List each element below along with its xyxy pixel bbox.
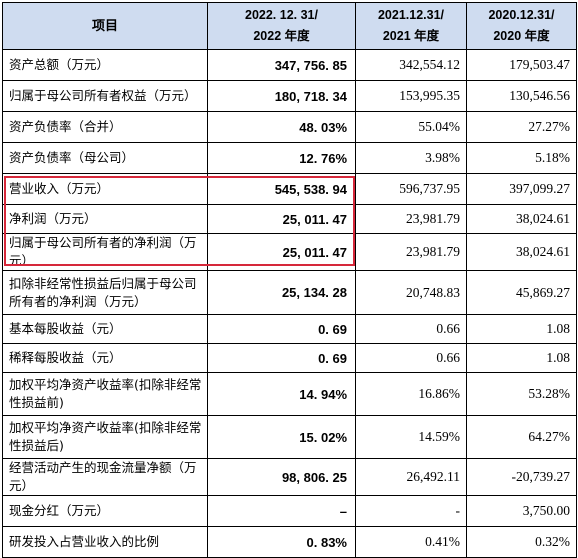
cell-2020: 397,099.27 — [466, 173, 577, 205]
cell-2022: 98, 806. 25 — [207, 458, 356, 496]
table-row: 资产总额（万元） 347, 756. 85 342,554.12 179,503… — [2, 49, 577, 81]
header-2020: 2020.12.31/ 2020 年度 — [466, 2, 577, 50]
table-row: 经营活动产生的现金流量净额（万元） 98, 806. 25 26,492.11 … — [2, 458, 577, 496]
row-label: 现金分红（万元） — [2, 495, 208, 527]
cell-2020: 53.28% — [466, 372, 577, 416]
cell-2022: 180, 718. 34 — [207, 80, 356, 112]
cell-2020: 1.08 — [466, 343, 577, 373]
table-row: 资产负债率（母公司） 12. 76% 3.98% 5.18% — [2, 142, 577, 174]
table-row: 归属于母公司所有者的净利润（万元） 25, 011. 47 23,981.79 … — [2, 233, 577, 271]
header-2020-year: 2020 年度 — [493, 29, 550, 43]
cell-2021: 55.04% — [355, 111, 467, 143]
cell-2022: 25, 011. 47 — [207, 204, 356, 234]
header-2022-date: 2022. 12. 31/ — [245, 8, 318, 22]
row-label: 资产负债率（合并） — [2, 111, 208, 143]
cell-2021: 3.98% — [355, 142, 467, 174]
cell-2020: 130,546.56 — [466, 80, 577, 112]
table-row: 加权平均净资产收益率(扣除非经常性损益后) 15. 02% 14.59% 64.… — [2, 415, 577, 459]
cell-2022: 48. 03% — [207, 111, 356, 143]
cell-2020: 38,024.61 — [466, 204, 577, 234]
row-label: 净利润（万元） — [2, 204, 208, 234]
cell-2020: 1.08 — [466, 314, 577, 344]
row-label: 稀释每股收益（元） — [2, 343, 208, 373]
table-row: 资产负债率（合并） 48. 03% 55.04% 27.27% — [2, 111, 577, 143]
header-2022-year: 2022 年度 — [253, 29, 310, 43]
cell-2021: 0.66 — [355, 343, 467, 373]
cell-2021: 0.66 — [355, 314, 467, 344]
table-row: 扣除非经常性损益后归属于母公司所有者的净利润（万元） 25, 134. 28 2… — [2, 270, 577, 315]
header-2021: 2021.12.31/ 2021 年度 — [355, 2, 467, 50]
row-label: 资产总额（万元） — [2, 49, 208, 81]
header-2022: 2022. 12. 31/ 2022 年度 — [207, 2, 356, 50]
row-label: 营业收入（万元） — [2, 173, 208, 205]
cell-2021: 26,492.11 — [355, 458, 467, 496]
cell-2022: 0. 69 — [207, 314, 356, 344]
row-label: 归属于母公司所有者的净利润（万元） — [2, 233, 208, 271]
header-2021-year: 2021 年度 — [382, 29, 440, 43]
table-row: 现金分红（万元） – - 3,750.00 — [2, 495, 577, 527]
cell-2021: 23,981.79 — [355, 204, 467, 234]
cell-2020: 5.18% — [466, 142, 577, 174]
table-row: 净利润（万元） 25, 011. 47 23,981.79 38,024.61 — [2, 204, 577, 234]
row-label: 经营活动产生的现金流量净额（万元） — [2, 458, 208, 496]
cell-2021: 23,981.79 — [355, 233, 467, 271]
cell-2021: 153,995.35 — [355, 80, 467, 112]
table-row: 研发投入占营业收入的比例 0. 83% 0.41% 0.32% — [2, 526, 577, 558]
row-label: 加权平均净资产收益率(扣除非经常性损益后) — [2, 415, 208, 459]
cell-2022: 0. 69 — [207, 343, 356, 373]
table-header-row: 项目 2022. 12. 31/ 2022 年度 2021.12.31/ 202… — [2, 2, 577, 50]
cell-2021: 342,554.12 — [355, 49, 467, 81]
table-row: 归属于母公司所有者权益（万元） 180, 718. 34 153,995.35 … — [2, 80, 577, 112]
row-label: 归属于母公司所有者权益（万元） — [2, 80, 208, 112]
row-label: 基本每股收益（元） — [2, 314, 208, 344]
cell-2022: 15. 02% — [207, 415, 356, 459]
cell-2022: 12. 76% — [207, 142, 356, 174]
cell-2020: 27.27% — [466, 111, 577, 143]
cell-2020: 3,750.00 — [466, 495, 577, 527]
cell-2021: 20,748.83 — [355, 270, 467, 315]
cell-2020: 64.27% — [466, 415, 577, 459]
cell-2022: – — [207, 495, 356, 527]
table-row: 基本每股收益（元） 0. 69 0.66 1.08 — [2, 314, 577, 344]
header-2020-date: 2020.12.31/ — [488, 8, 555, 22]
cell-2021: 596,737.95 — [355, 173, 467, 205]
table-row: 加权平均净资产收益率(扣除非经常性损益前) 14. 94% 16.86% 53.… — [2, 372, 577, 416]
cell-2022: 25, 011. 47 — [207, 233, 356, 271]
header-2021-date: 2021.12.31/ — [377, 8, 445, 22]
cell-2022: 347, 756. 85 — [207, 49, 356, 81]
cell-2021: 14.59% — [355, 415, 467, 459]
table-row: 稀释每股收益（元） 0. 69 0.66 1.08 — [2, 343, 577, 373]
row-label: 加权平均净资产收益率(扣除非经常性损益前) — [2, 372, 208, 416]
cell-2021: 16.86% — [355, 372, 467, 416]
cell-2020: 38,024.61 — [466, 233, 577, 271]
row-label: 资产负债率（母公司） — [2, 142, 208, 174]
cell-2020: 0.32% — [466, 526, 577, 558]
cell-2020: 179,503.47 — [466, 49, 577, 81]
table-row: 营业收入（万元） 545, 538. 94 596,737.95 397,099… — [2, 173, 577, 205]
cell-2020: -20,739.27 — [466, 458, 577, 496]
header-item: 项目 — [2, 2, 208, 50]
cell-2022: 14. 94% — [207, 372, 356, 416]
row-label: 研发投入占营业收入的比例 — [2, 526, 208, 558]
cell-2021: - — [355, 495, 467, 527]
cell-2022: 0. 83% — [207, 526, 356, 558]
cell-2022: 545, 538. 94 — [207, 173, 356, 205]
row-label: 扣除非经常性损益后归属于母公司所有者的净利润（万元） — [2, 270, 208, 315]
cell-2022: 25, 134. 28 — [207, 270, 356, 315]
cell-2021: 0.41% — [355, 526, 467, 558]
cell-2020: 45,869.27 — [466, 270, 577, 315]
